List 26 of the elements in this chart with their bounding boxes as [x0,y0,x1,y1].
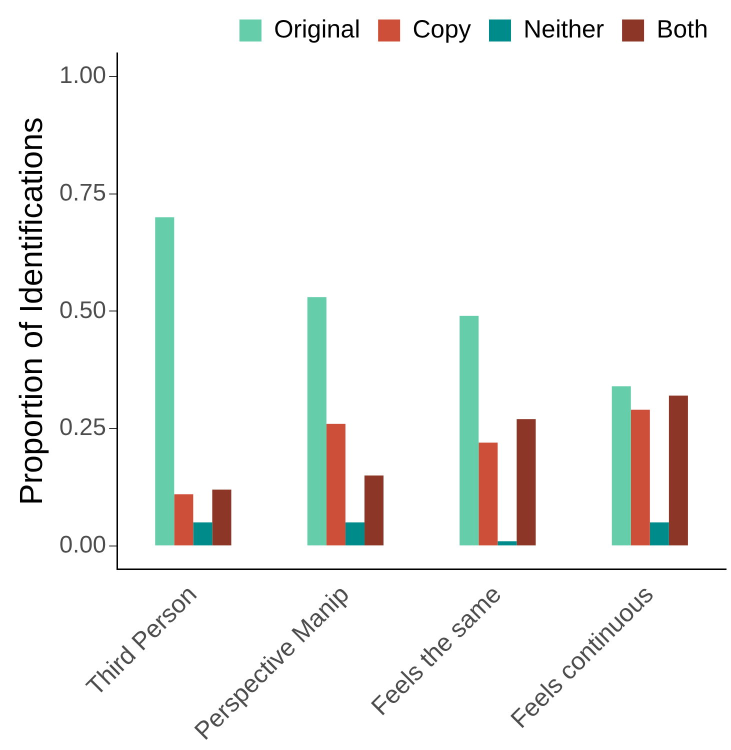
bar [478,442,498,546]
bar [630,410,650,546]
bar [498,541,517,546]
bar [174,494,194,546]
bar [612,386,631,546]
legend-label: Original [274,15,360,44]
bar [516,419,536,546]
bar [212,490,232,546]
bar [460,316,479,546]
bar [364,475,384,546]
bar [193,522,212,546]
bar [326,424,346,546]
legend-label: Both [656,15,708,44]
bar [345,522,364,546]
bar [668,396,688,546]
y-tick-label: 0.25 [59,414,106,442]
y-tick-label: 1.00 [59,62,106,90]
legend-label: Neither [523,15,604,44]
bar [650,522,669,546]
y-tick-label: 0.50 [59,296,106,324]
legend-label: Copy [412,15,472,44]
y-tick-label: 0.00 [59,532,106,559]
y-axis-title: Proportion of Identifications [13,117,50,506]
y-tick-label: 0.75 [59,179,106,206]
bar [307,297,326,546]
bar [155,217,174,546]
